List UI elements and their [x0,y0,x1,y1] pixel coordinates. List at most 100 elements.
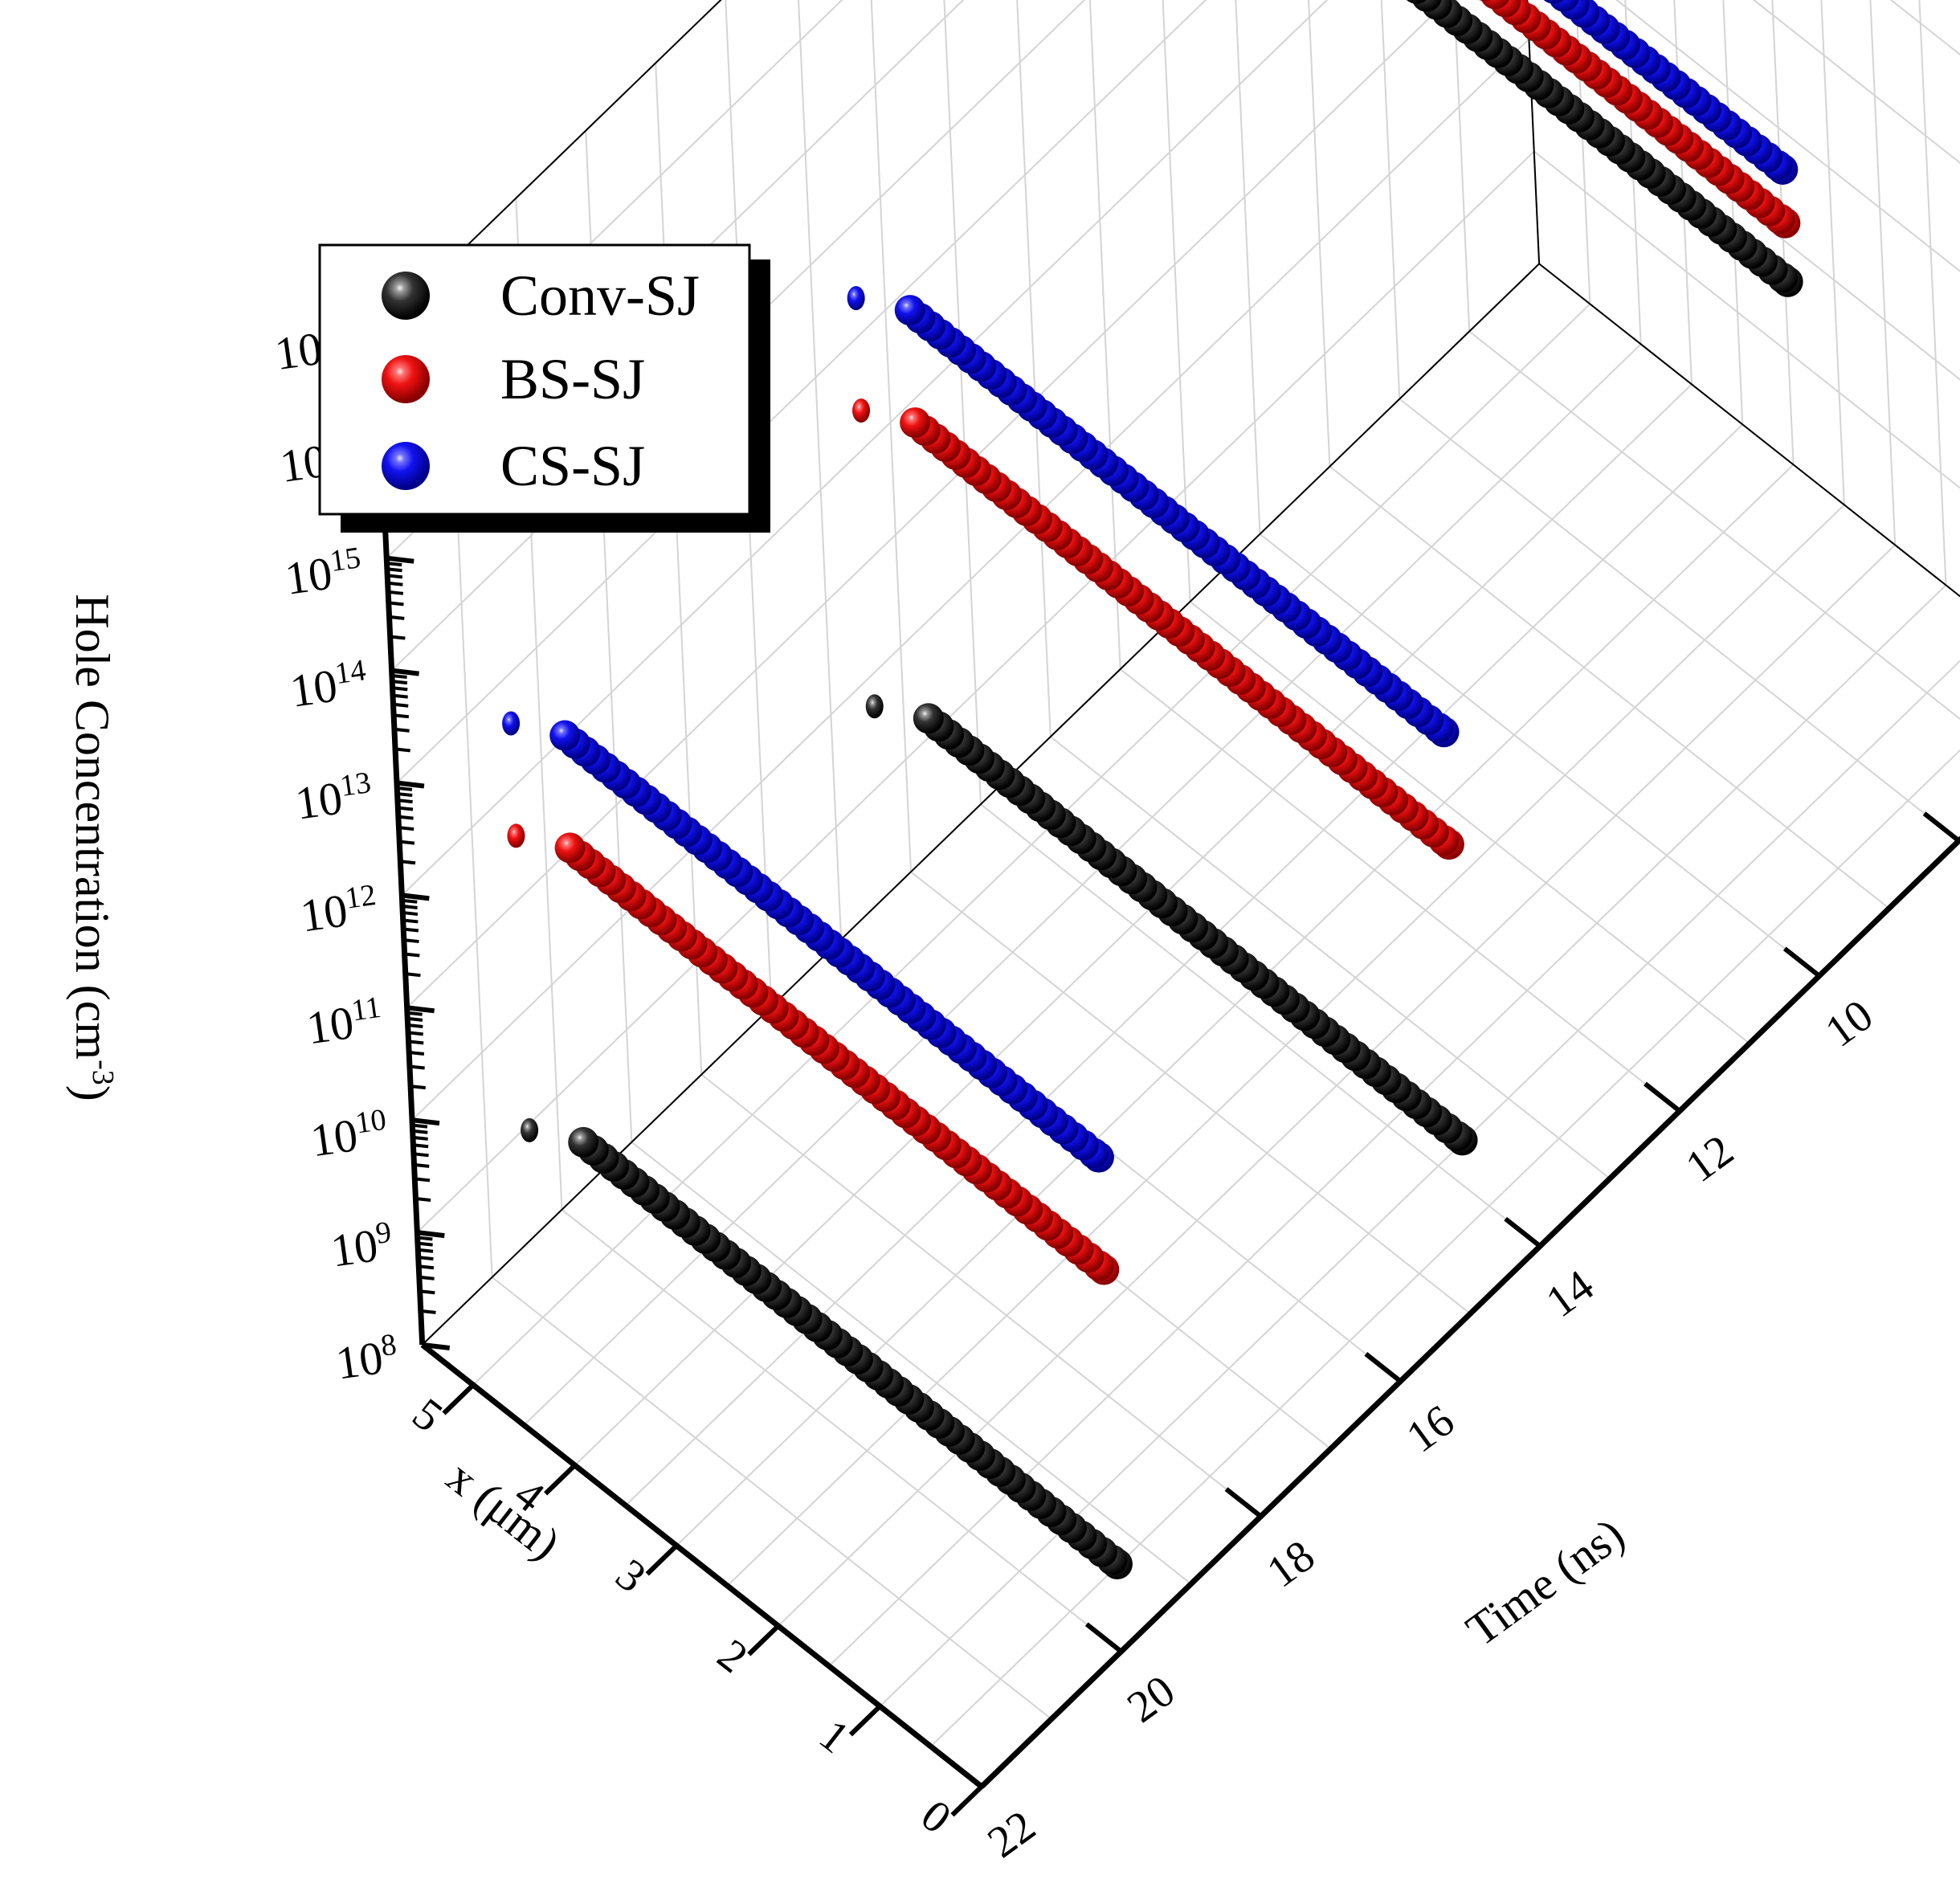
data-point [1543,0,1565,4]
z-minor-tick [398,815,414,820]
x-tick-label: 3 [606,1550,655,1603]
z-tick-exponent: 11 [349,991,383,1028]
z-minor-tick [418,1248,434,1253]
z-tick-base: 10 [308,1109,361,1166]
z-minor-tick [386,562,402,567]
z-minor-tick [398,806,414,811]
z-minor-tick [413,1152,429,1158]
grid-line [411,38,1530,1121]
grid-line [1050,736,1611,1179]
series-bs-sj-t15 [852,398,1464,860]
data-point [913,703,944,734]
x-tick [950,1784,984,1817]
grid-line [980,803,1541,1247]
x-tick-label: 5 [403,1389,451,1442]
z-minor-tick [402,904,418,909]
z-major-tick [391,668,419,676]
grid-line [1615,0,1960,272]
z-tick-label: 1011 [303,991,386,1055]
z-major-tick [401,893,430,901]
z-major-tick [411,1117,440,1126]
data-point [1479,0,1492,2]
grid-line [1533,150,1960,489]
z-minor-tick [414,1177,431,1183]
x-tick-label: 1 [810,1710,858,1763]
z-minor-tick [399,839,415,845]
z-major-tick [386,555,414,564]
z-minor-tick [412,1129,428,1134]
z-minor-tick [410,1085,427,1090]
grid-line [1189,601,1750,1044]
data-point [894,295,925,326]
z-minor-tick [393,713,410,719]
z-minor-tick [403,938,419,944]
z-minor-tick [394,747,410,753]
series-cs-sj-t15 [847,286,1460,748]
z-tick-base: 10 [333,1331,386,1389]
x-tick-label: 2 [708,1630,757,1683]
grid-line [1162,0,1191,602]
z-minor-tick [394,727,410,733]
z-tick-base: 10 [282,546,335,604]
series-bs-sj-t10 [1479,0,1801,239]
z-minor-tick [392,693,408,699]
z-minor-tick [412,1135,428,1141]
grid-line [561,1209,1122,1652]
time-tick-label: 22 [979,1801,1045,1868]
z-minor-tick [412,1123,428,1129]
z-major-tick [396,780,425,789]
z-minor-tick [391,674,407,679]
data-point [1406,0,1427,4]
z-minor-tick [404,952,420,958]
legend-marker-bs-sj [382,355,430,403]
z-minor-tick [420,1309,436,1314]
x-axis-line [420,1342,984,1789]
legend: Conv-SJ BS-SJ CS-SJ [318,243,770,533]
z-minor-tick [419,1289,435,1295]
data-point [568,1126,599,1158]
z-minor-tick [419,1275,435,1281]
z-minor-tick [389,615,405,620]
grid-line [1453,0,1471,332]
series-conv-sj-t20 [521,1117,1133,1579]
data-point [521,1117,539,1142]
z-tick-label: 109 [328,1215,397,1277]
series-conv-sj-t10 [1406,0,1803,297]
frame-edge [1538,263,1960,598]
legend-marker-conv-sj [382,272,430,320]
grid-line [870,0,912,872]
x-tick [848,1704,882,1737]
grid-line [1752,0,1960,164]
time-tick-label: 16 [1398,1395,1464,1462]
z-minor-tick [398,826,414,831]
data-point [507,823,525,848]
z-major-tick [406,1005,435,1014]
z-minor-tick [397,786,413,791]
z-minor-tick [400,860,416,865]
z-minor-tick [387,581,403,586]
z-minor-tick [390,635,406,640]
z-tick-exponent: 13 [338,766,373,803]
frame-edge [375,0,722,334]
time-tick [1224,1487,1263,1518]
x-tick [442,1383,476,1415]
z-minor-tick [397,792,413,798]
z-minor-tick [407,1016,423,1022]
z-minor-tick [405,972,421,978]
grid-line [1016,0,1051,737]
z-minor-tick [417,1236,433,1241]
grid-line [655,63,703,1075]
grid-line [1380,0,1401,399]
z-minor-tick [414,1162,430,1168]
time-tick-label: 20 [1118,1666,1184,1733]
time-tick-label: 10 [1816,991,1882,1057]
legend-label-bs-sj: BS-SJ [500,347,645,411]
data-point [502,711,521,736]
data-point [900,407,931,439]
time-tick [1084,1622,1123,1654]
z-minor-tick [413,1143,429,1149]
data-point [549,720,581,751]
z-minor-tick [418,1256,434,1261]
z-tick-base: 10 [272,322,325,380]
